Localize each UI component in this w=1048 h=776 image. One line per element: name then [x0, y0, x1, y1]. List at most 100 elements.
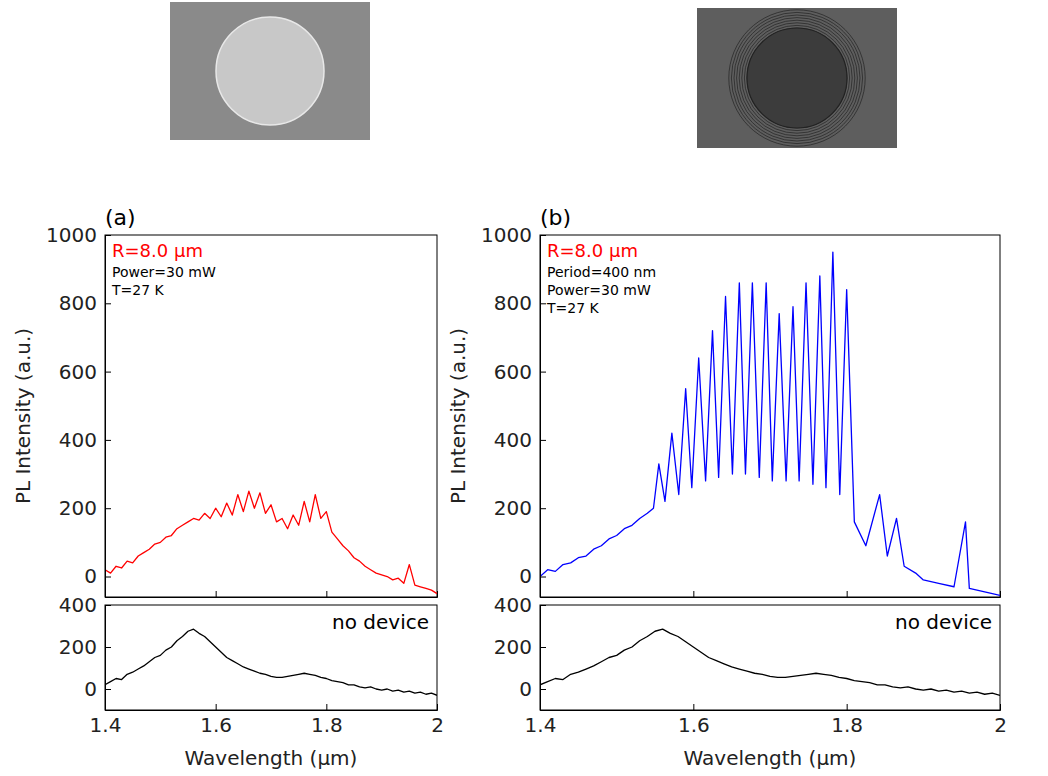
- x-axis-line: [106, 591, 438, 598]
- y-tick-mark: [105, 647, 111, 648]
- x-tick-label: 1.4: [525, 713, 557, 737]
- y-axis-line: [106, 606, 112, 711]
- y-tick-mark: [540, 235, 546, 236]
- sem-disk: [747, 28, 847, 128]
- x-tick: 2: [431, 704, 444, 737]
- x-tick: 1.6: [200, 704, 232, 737]
- y-tick-mark: [540, 577, 546, 578]
- x-tick-mark: [847, 704, 848, 710]
- spectrum-line: [105, 629, 437, 695]
- y-tick-mark: [105, 508, 111, 509]
- y-tick-mark: [105, 372, 111, 373]
- y-tick: 600: [59, 360, 111, 384]
- x-tick-mark: [847, 591, 848, 597]
- x-tick-mark: [693, 704, 694, 710]
- plot-area: [540, 252, 1000, 595]
- figure: 02004006008001000PL Intensity (a.u.)(a)R…: [0, 0, 1048, 776]
- y-axis-line: [541, 236, 547, 598]
- y-tick-mark: [105, 577, 111, 578]
- y-axis-line: [541, 606, 547, 711]
- x-tick-mark: [437, 591, 438, 597]
- x-tick: [216, 591, 217, 597]
- y-tick-mark: [540, 440, 546, 441]
- y-tick-label: 800: [59, 291, 97, 315]
- y-tick: 600: [494, 360, 546, 384]
- x-tick-mark: [216, 704, 217, 710]
- spectrum-line: [105, 491, 437, 593]
- plot-frame: [105, 235, 437, 597]
- x-tick-mark: [326, 704, 327, 710]
- sem-ring: [739, 20, 855, 136]
- y-axis: 02004006008001000: [481, 223, 546, 598]
- x-tick-mark: [326, 591, 327, 597]
- y-axis-line: [106, 236, 112, 598]
- y-tick: 800: [59, 291, 111, 315]
- y-tick-label: 200: [59, 635, 97, 659]
- x-tick-mark: [693, 591, 694, 597]
- y-tick: 1000: [46, 223, 111, 247]
- x-tick-label: 2: [994, 713, 1007, 737]
- sem-ring: [744, 25, 849, 130]
- panel-label: (a): [105, 205, 136, 230]
- x-tick-label: 2: [431, 713, 444, 737]
- y-tick: 1000: [481, 223, 546, 247]
- y-tick: 400: [59, 428, 111, 452]
- sem-disk: [216, 17, 324, 125]
- y-tick: 0: [519, 677, 546, 701]
- y-tick-label: 400: [59, 428, 97, 452]
- x-tick-label: 1.6: [200, 713, 232, 737]
- sem-image: [170, 2, 370, 140]
- y-tick-mark: [105, 303, 111, 304]
- y-tick-label: 1000: [46, 223, 97, 247]
- y-tick-mark: [105, 235, 111, 236]
- y-axis: 02004006008001000: [46, 223, 111, 598]
- y-tick-mark: [540, 303, 546, 304]
- sem-ring: [734, 15, 860, 141]
- annotation: Period=400 nm: [547, 264, 656, 280]
- y-tick-label: 200: [59, 496, 97, 520]
- x-tick: [437, 591, 438, 597]
- annotation: no device: [332, 610, 429, 634]
- sem-background: [170, 2, 370, 140]
- x-tick-mark: [1000, 591, 1001, 597]
- y-tick-mark: [540, 605, 546, 606]
- plot-frame: [105, 605, 437, 710]
- sem-ring: [737, 18, 858, 139]
- y-tick-label: 400: [494, 593, 532, 617]
- y-tick-mark: [540, 508, 546, 509]
- spectrum-line: [540, 252, 1000, 595]
- plot-area: [105, 491, 437, 593]
- y-tick-mark: [105, 605, 111, 606]
- y-axis: 0200400: [59, 593, 111, 711]
- x-tick: [693, 591, 694, 597]
- sem-ring: [747, 28, 847, 128]
- annotation: R=8.0 μm: [547, 240, 638, 261]
- x-tick: 1.8: [831, 704, 863, 737]
- sem-ring: [742, 23, 852, 133]
- y-tick-mark: [105, 440, 111, 441]
- x-tick: 1.6: [678, 704, 710, 737]
- x-tick: [1000, 591, 1001, 597]
- annotation: no device: [895, 610, 992, 634]
- y-tick-label: 800: [494, 291, 532, 315]
- annotation: Power=30 mW: [112, 264, 216, 280]
- y-tick-label: 1000: [481, 223, 532, 247]
- y-tick: 0: [84, 677, 111, 701]
- y-tick-mark: [540, 647, 546, 648]
- plot-area: [540, 629, 1000, 695]
- x-tick-label: 1.8: [831, 713, 863, 737]
- y-tick-mark: [540, 689, 546, 690]
- y-tick-label: 400: [494, 428, 532, 452]
- sem-ring: [729, 10, 865, 146]
- y-tick-label: 200: [494, 496, 532, 520]
- x-tick-label: 1.4: [90, 713, 122, 737]
- spectrum-line: [540, 629, 1000, 695]
- y-tick: 200: [59, 496, 111, 520]
- y-tick-label: 0: [519, 677, 532, 701]
- x-axis-line: [541, 591, 1001, 598]
- y-tick-label: 0: [84, 677, 97, 701]
- x-tick-mark: [437, 704, 438, 710]
- y-tick-label: 200: [494, 635, 532, 659]
- plot-frame: [540, 605, 1000, 710]
- y-tick: 200: [494, 496, 546, 520]
